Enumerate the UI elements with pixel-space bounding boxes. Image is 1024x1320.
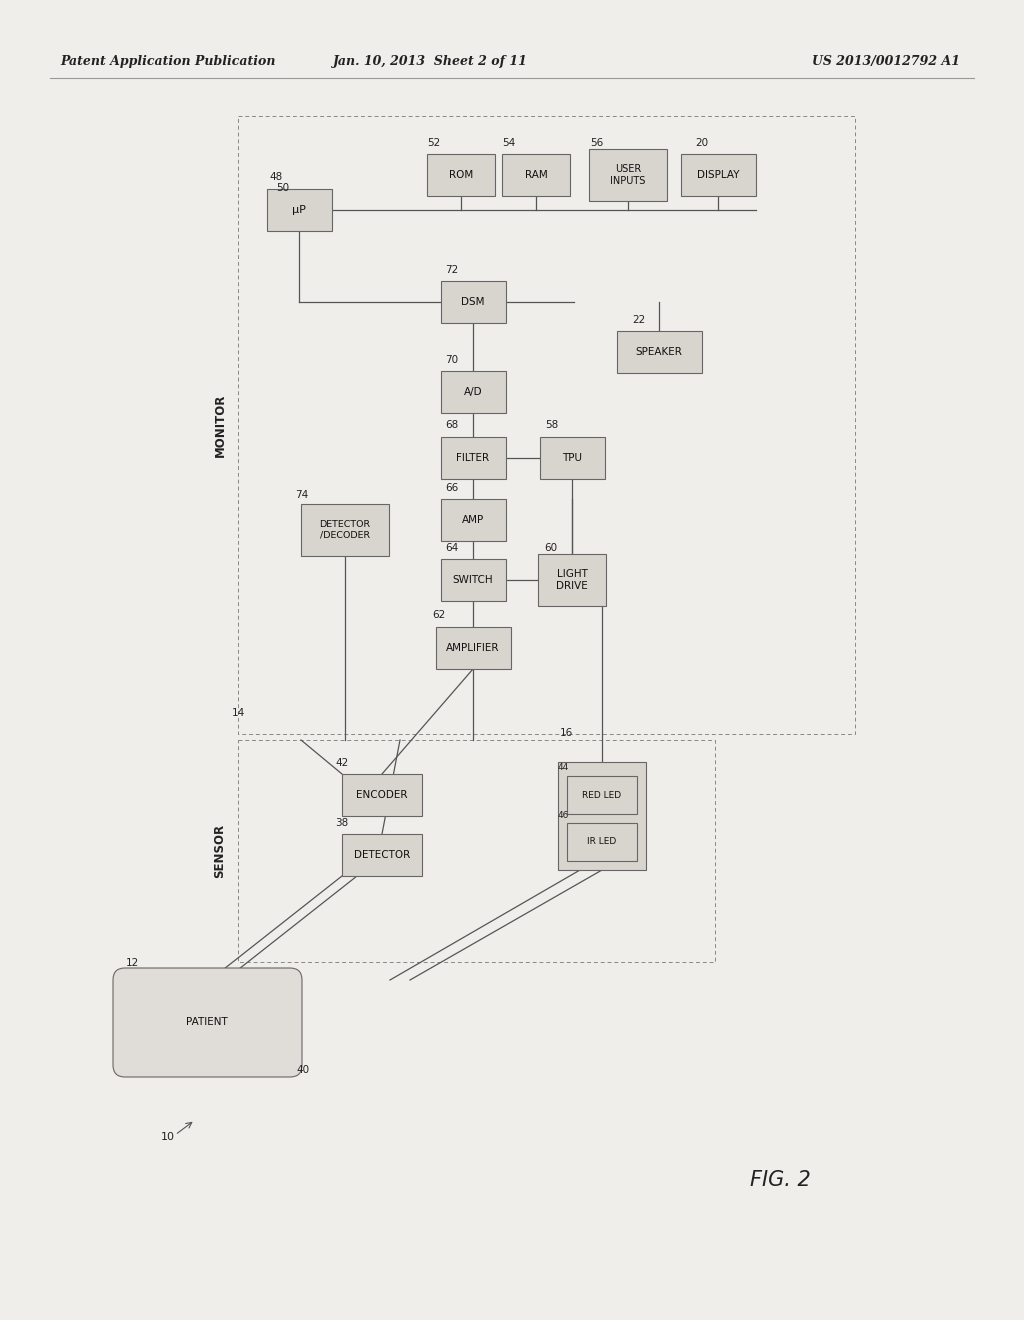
Bar xyxy=(502,154,570,195)
Text: 48: 48 xyxy=(269,172,283,182)
Text: 60: 60 xyxy=(544,543,557,553)
Text: SPEAKER: SPEAKER xyxy=(636,347,682,356)
Text: 54: 54 xyxy=(502,139,515,148)
Text: Jan. 10, 2013  Sheet 2 of 11: Jan. 10, 2013 Sheet 2 of 11 xyxy=(333,55,527,69)
Bar xyxy=(567,776,637,814)
Bar xyxy=(440,499,506,541)
Text: 52: 52 xyxy=(427,139,440,148)
Bar xyxy=(440,437,506,479)
Text: DETECTOR: DETECTOR xyxy=(354,850,411,861)
Bar xyxy=(440,558,506,601)
Text: 58: 58 xyxy=(545,420,558,430)
Text: USER
INPUTS: USER INPUTS xyxy=(610,164,646,186)
Text: LIGHT
DRIVE: LIGHT DRIVE xyxy=(556,569,588,591)
Bar xyxy=(301,504,389,556)
Bar xyxy=(589,149,667,201)
Text: μP: μP xyxy=(292,205,306,215)
Text: 50: 50 xyxy=(276,183,289,193)
Text: FIG. 2: FIG. 2 xyxy=(750,1170,810,1191)
Text: MONITOR: MONITOR xyxy=(213,393,226,457)
Bar xyxy=(427,154,495,195)
Text: Patent Application Publication: Patent Application Publication xyxy=(60,55,275,69)
Text: 44: 44 xyxy=(558,763,569,772)
Text: 40: 40 xyxy=(296,1065,309,1074)
FancyBboxPatch shape xyxy=(113,968,302,1077)
Text: RAM: RAM xyxy=(524,170,548,180)
Text: AMP: AMP xyxy=(462,515,484,525)
Text: SWITCH: SWITCH xyxy=(453,576,494,585)
Text: SENSOR: SENSOR xyxy=(213,824,226,878)
Text: PATIENT: PATIENT xyxy=(186,1016,228,1027)
Bar xyxy=(558,762,646,870)
Text: 68: 68 xyxy=(445,420,459,430)
Bar xyxy=(238,116,855,734)
Text: 22: 22 xyxy=(632,315,645,325)
Text: 72: 72 xyxy=(445,265,459,275)
Text: AMPLIFIER: AMPLIFIER xyxy=(446,643,500,653)
Text: 16: 16 xyxy=(560,729,573,738)
Text: 56: 56 xyxy=(590,139,603,148)
Bar xyxy=(440,371,506,413)
Bar xyxy=(440,281,506,323)
Bar xyxy=(266,189,332,231)
Bar xyxy=(616,331,701,374)
Text: DETECTOR
/DECODER: DETECTOR /DECODER xyxy=(319,520,371,540)
Text: 66: 66 xyxy=(445,483,459,492)
Text: 12: 12 xyxy=(126,958,139,968)
Bar xyxy=(540,437,604,479)
Text: 14: 14 xyxy=(232,708,246,718)
Text: 74: 74 xyxy=(295,490,308,500)
Text: FILTER: FILTER xyxy=(457,453,489,463)
Text: 62: 62 xyxy=(432,610,445,620)
Text: 38: 38 xyxy=(335,818,348,828)
Text: 10: 10 xyxy=(161,1133,175,1142)
Bar xyxy=(435,627,511,669)
Text: A/D: A/D xyxy=(464,387,482,397)
Text: TPU: TPU xyxy=(562,453,582,463)
Bar xyxy=(567,822,637,861)
Bar xyxy=(681,154,756,195)
Bar xyxy=(342,834,422,876)
Text: 20: 20 xyxy=(695,139,709,148)
Text: 46: 46 xyxy=(558,810,569,820)
Text: RED LED: RED LED xyxy=(583,791,622,800)
Text: IR LED: IR LED xyxy=(588,837,616,846)
Text: ENCODER: ENCODER xyxy=(356,789,408,800)
Bar xyxy=(342,774,422,816)
Text: 70: 70 xyxy=(445,355,458,366)
Text: ROM: ROM xyxy=(449,170,473,180)
Text: US 2013/0012792 A1: US 2013/0012792 A1 xyxy=(812,55,961,69)
Text: 42: 42 xyxy=(335,758,348,768)
Text: 64: 64 xyxy=(445,543,459,553)
Bar xyxy=(238,741,715,962)
Bar xyxy=(538,554,606,606)
Text: DISPLAY: DISPLAY xyxy=(696,170,739,180)
Text: DSM: DSM xyxy=(461,297,484,308)
